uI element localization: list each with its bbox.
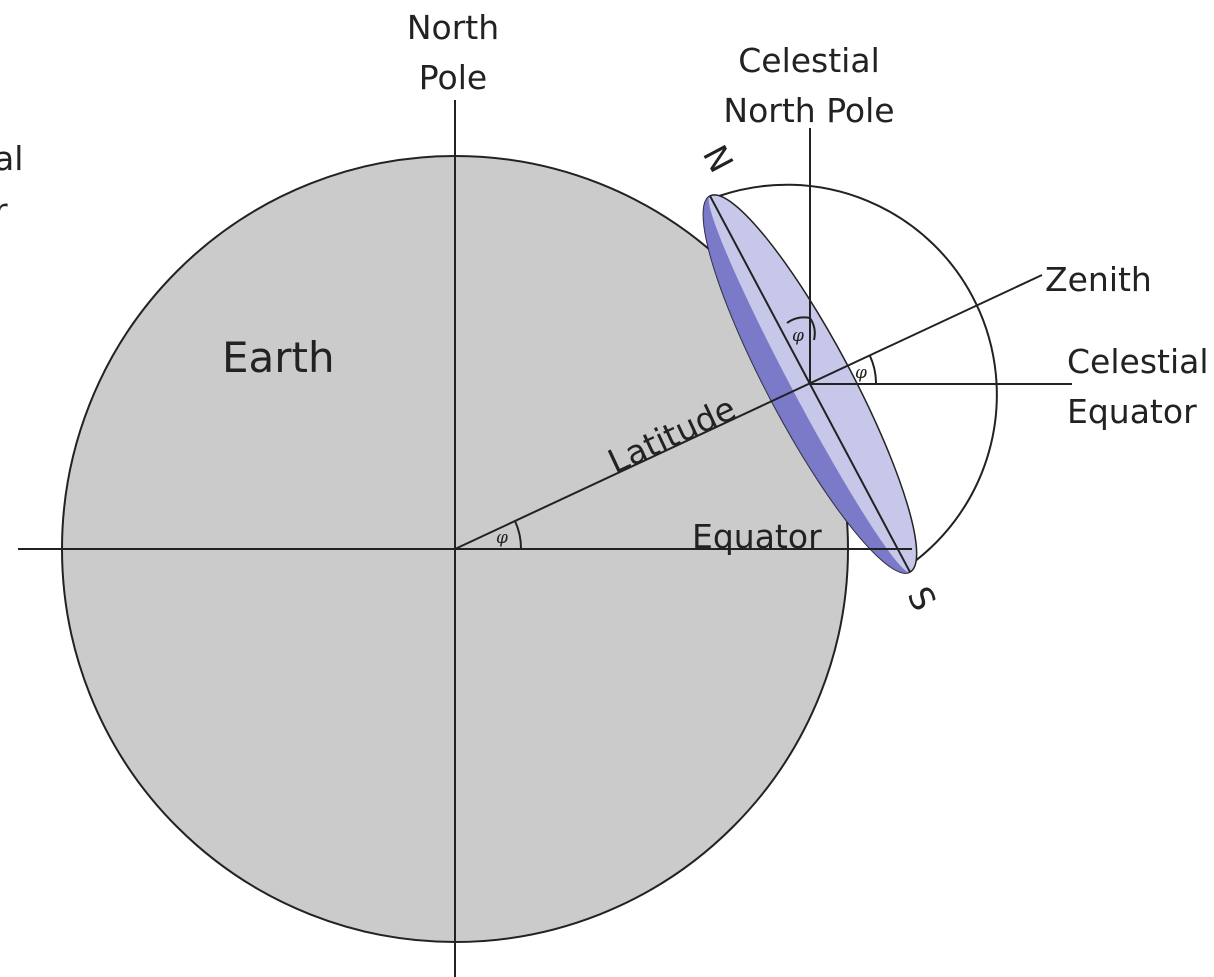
celestial-equator-label-2: Equator: [1067, 392, 1197, 431]
zenith-label: Zenith: [1045, 260, 1152, 299]
latitude-angle-arc: [514, 520, 523, 550]
north-pole-label-1: North: [407, 8, 499, 47]
horizon-south-label: S: [900, 580, 944, 617]
celestial-equator-label-1: Celestial: [1067, 342, 1209, 381]
horizon-north-label: N: [695, 139, 741, 179]
cropped-label-1: al: [0, 139, 23, 178]
latitude-line: [454, 274, 1043, 550]
zenith-phi-symbol: φ: [855, 363, 867, 383]
pole-phi-symbol: φ: [792, 326, 804, 346]
earth-label: Earth: [222, 333, 335, 382]
celestial-north-pole-label-1: Celestial: [738, 41, 880, 80]
celestial-north-pole-label-2: North Pole: [723, 91, 894, 130]
latitude-phi-symbol: φ: [496, 528, 508, 548]
pole-angle-arc: [786, 316, 816, 341]
equator-label: Equator: [692, 517, 822, 556]
north-pole-label-2: Pole: [419, 58, 487, 97]
zenith-angle-arc: [869, 355, 878, 385]
cropped-label-2: r: [0, 191, 8, 230]
celestial-hemisphere: [718, 183, 998, 572]
